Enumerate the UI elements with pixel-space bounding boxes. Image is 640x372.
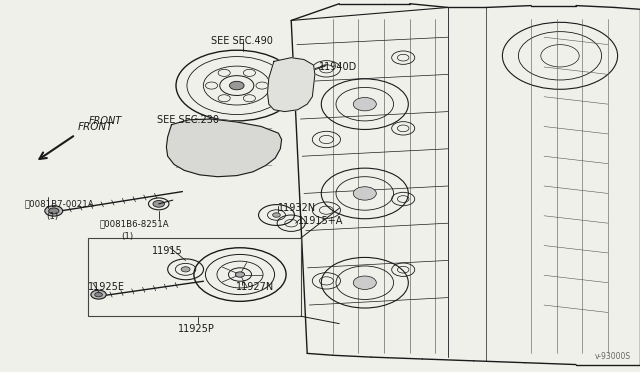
Circle shape (236, 272, 244, 277)
Text: SEE SEC.230: SEE SEC.230 (157, 115, 219, 125)
Circle shape (273, 213, 280, 217)
Text: (1): (1) (121, 232, 133, 241)
Circle shape (294, 64, 311, 74)
Text: (1): (1) (46, 212, 58, 221)
Circle shape (353, 187, 376, 200)
Circle shape (91, 290, 106, 299)
Circle shape (49, 208, 59, 214)
Text: 11915: 11915 (152, 246, 183, 256)
Polygon shape (268, 58, 315, 112)
Text: ⑂0081B6-8251A: ⑂0081B6-8251A (99, 219, 169, 228)
Circle shape (230, 81, 244, 90)
Text: FRONT: FRONT (78, 122, 113, 132)
Circle shape (298, 66, 307, 71)
Circle shape (95, 292, 102, 297)
Text: 11927N: 11927N (236, 282, 274, 292)
Text: 11940D: 11940D (319, 62, 357, 73)
Circle shape (153, 201, 164, 207)
Bar (88, 238, 301, 316)
Text: 11932N: 11932N (278, 203, 317, 213)
Text: v-93000S: v-93000S (595, 352, 630, 361)
Circle shape (181, 267, 190, 272)
Text: ⑀0081B7-0021A: ⑀0081B7-0021A (24, 199, 94, 208)
Text: FRONT: FRONT (88, 116, 122, 126)
Circle shape (45, 206, 63, 216)
Text: 11925P: 11925P (178, 324, 215, 334)
Text: SEE SEC.490: SEE SEC.490 (211, 36, 273, 46)
Polygon shape (166, 119, 282, 177)
Circle shape (353, 276, 376, 289)
Circle shape (353, 97, 376, 111)
Text: 11925E: 11925E (88, 282, 125, 292)
Text: 11915+A: 11915+A (298, 216, 343, 226)
